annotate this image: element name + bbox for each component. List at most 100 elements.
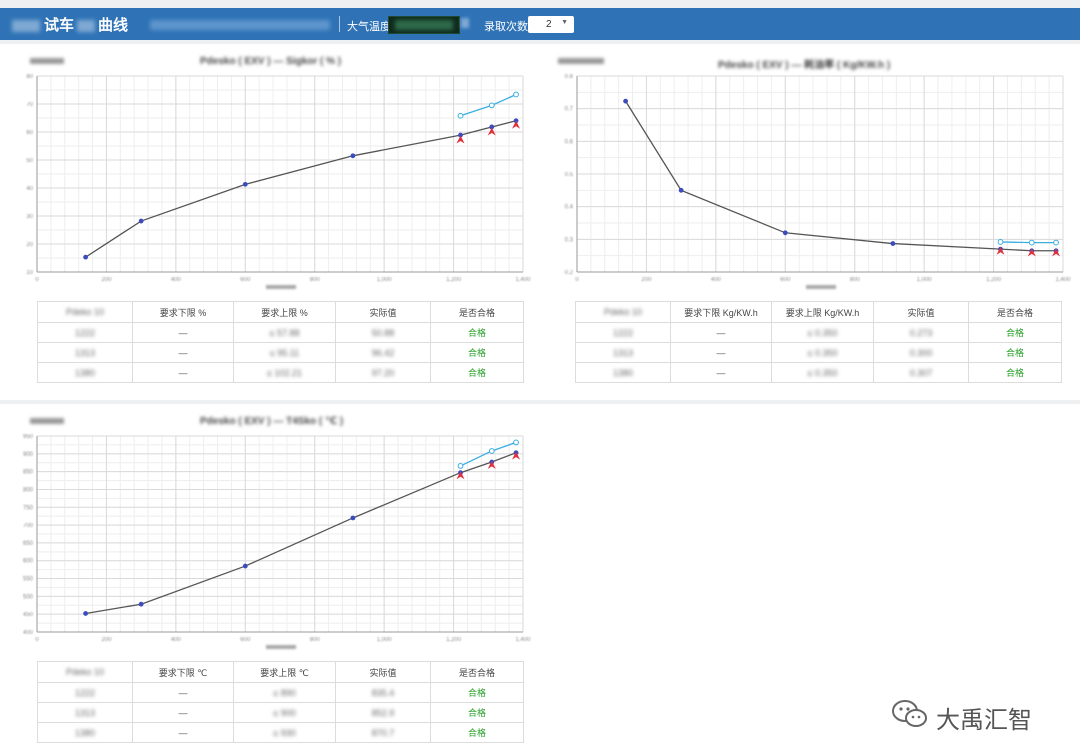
table-row: 1313 — ≤ 0.350 0.300 合格 <box>575 342 1062 363</box>
table-cell: 97.20 <box>335 362 431 383</box>
x-tick-label: 200 <box>641 277 652 283</box>
data-point <box>623 98 628 104</box>
table-row: 1380 — ≤ 0.350 0.307 合格 <box>575 362 1062 383</box>
y-tick-label: 750 <box>23 505 34 511</box>
title-redacted-middle <box>77 20 96 33</box>
result-table-3: Pdeko 10 要求下限 ℃ 要求上限 ℃ 实际值 是否合格 1222 — ≤… <box>37 661 524 743</box>
data-point <box>83 611 88 616</box>
temperature-unit-redacted <box>461 18 469 28</box>
table-header-cell: 实际值 <box>335 661 431 683</box>
table-cell: 870.7 <box>335 722 431 743</box>
x-tick-label: 0 <box>35 277 39 283</box>
data-point <box>488 102 495 109</box>
y-tick-label: 950 <box>23 434 34 440</box>
table-header-row: Pdeko 10 要求下限 ℃ 要求上限 ℃ 实际值 是否合格 <box>37 661 524 683</box>
x-tick-label: 200 <box>101 277 112 283</box>
table-header-cell: 实际值 <box>335 301 431 323</box>
watermark-text: 大禹汇智 <box>936 706 1032 734</box>
x-tick-label: 800 <box>310 637 321 643</box>
table-header-cell: 要求上限 Kg/KW.h <box>771 301 874 323</box>
result-table-1: Pdeko 10 要求下限 % 要求上限 % 实际值 是否合格 1222 — ≤… <box>37 301 524 383</box>
table-header-cell: 是否合格 <box>430 301 524 323</box>
chart-2: Pdesko ( EXV ) — 耗油率 ( Kg/KW.h ) 0 200 400… <box>540 48 1080 293</box>
chart-2-title: Pdesko ( EXV ) — 耗油率 ( Kg/KW.h ) <box>718 60 891 71</box>
table-header-cell: Pdeko 10 <box>37 301 133 323</box>
table-cell: — <box>132 702 234 723</box>
x-tick-label: 1,000 <box>377 637 393 643</box>
table-cell: 1313 <box>575 342 671 363</box>
y-tick-label: 30 <box>26 214 33 220</box>
x-axis-label <box>266 285 296 289</box>
table-row: 1380 — ≤ 930 870.7 合格 <box>37 722 524 743</box>
chart-3-plot: 0 200 400 600 800 1,000 1,200 1,400 400 450 500 550… <box>23 434 531 649</box>
table-cell: ≤ 930 <box>233 722 336 743</box>
data-point <box>457 112 464 119</box>
chart-1-ylabel <box>30 58 64 64</box>
y-tick-label: 50 <box>26 158 33 164</box>
x-tick-label: 0 <box>575 277 579 283</box>
x-tick-label: 800 <box>310 277 321 283</box>
y-tick-label: 40 <box>26 186 33 192</box>
pass-status: 合格 <box>430 342 524 363</box>
table-cell: ≤ 900 <box>233 702 336 723</box>
x-tick-label: 600 <box>780 277 791 283</box>
limit-marker <box>487 127 496 136</box>
data-point <box>458 132 463 138</box>
wechat-icon <box>892 700 927 727</box>
table-cell: ≤ 890 <box>233 682 336 703</box>
table-cell: ≤ 102.21 <box>233 362 336 383</box>
table-cell: ≤ 95.11 <box>233 342 336 363</box>
x-tick-label: 1,000 <box>377 277 393 283</box>
pass-status: 合格 <box>430 702 524 723</box>
data-point <box>242 563 248 569</box>
chart-1-plot: 0 200 400 600 800 1,000 1,200 1,400 10 20 30 40 50 60… <box>26 74 531 289</box>
limit-marker <box>512 120 521 129</box>
y-tick-label: 500 <box>23 594 34 600</box>
table-cell: 1380 <box>37 362 133 383</box>
chart-2-ylabel <box>558 58 604 64</box>
data-point <box>513 439 519 446</box>
data-point <box>1053 239 1059 246</box>
series-line <box>1000 241 1057 244</box>
record-count-select[interactable]: 2 ▼ <box>528 16 574 33</box>
y-tick-label: 850 <box>23 470 34 476</box>
table-cell: ≤ 0.350 <box>771 322 874 343</box>
y-tick-label: 800 <box>23 487 34 493</box>
y-tick-label: 600 <box>23 559 34 565</box>
top-bar: 试车 曲线 大气温度 录取次数 2 ▼ <box>0 8 1080 40</box>
data-point <box>782 230 788 236</box>
table-row: 1313 — ≤ 95.11 96.42 合格 <box>37 342 524 363</box>
x-axis-label <box>806 285 836 289</box>
record-count-label: 录取次数 <box>484 21 528 33</box>
x-tick-label: 800 <box>850 277 861 283</box>
data-point <box>678 187 684 193</box>
table-cell: 1380 <box>575 362 671 383</box>
chart-1-title: Pdesko ( EXV ) — Sigkor ( % ) <box>200 56 342 67</box>
table-cell: 1222 <box>575 322 671 343</box>
data-point <box>457 463 464 469</box>
table-cell: ≤ 57.88 <box>233 322 336 343</box>
table-header-cell: 实际值 <box>873 301 969 323</box>
table-row: 1380 — ≤ 102.21 97.20 合格 <box>37 362 524 383</box>
table-row: 1222 — ≤ 890 835.4 合格 <box>37 682 524 703</box>
y-tick-label: 400 <box>23 630 34 636</box>
chart-2-plot: 0 200 400 600 800 1,000 1,200 1,400 0.2 0.3 0.4 0.5… <box>565 74 1071 289</box>
y-tick-label: 0.7 <box>565 107 574 113</box>
table-row: 1313 — ≤ 900 852.9 合格 <box>37 702 524 723</box>
x-tick-label: 400 <box>171 637 182 643</box>
limit-marker <box>456 471 465 480</box>
y-tick-label: 0.6 <box>565 139 574 145</box>
y-tick-label: 80 <box>26 74 33 80</box>
chart-3-title: Pdesko ( EXV ) — T4Sko ( ℃ ) <box>200 416 344 427</box>
table-cell: 852.9 <box>335 702 431 723</box>
x-tick-label: 1,200 <box>446 637 462 643</box>
table-cell: 50.88 <box>335 322 431 343</box>
title-redacted-prefix <box>12 20 40 33</box>
y-tick-label: 70 <box>26 102 33 108</box>
table-cell: — <box>132 682 234 703</box>
table-header-cell: 要求上限 % <box>233 301 336 323</box>
data-point <box>513 91 519 98</box>
table-row: 1222 — ≤ 0.350 0.273 合格 <box>575 322 1062 343</box>
data-point <box>350 153 356 159</box>
temperature-label: 大气温度 <box>347 21 391 33</box>
